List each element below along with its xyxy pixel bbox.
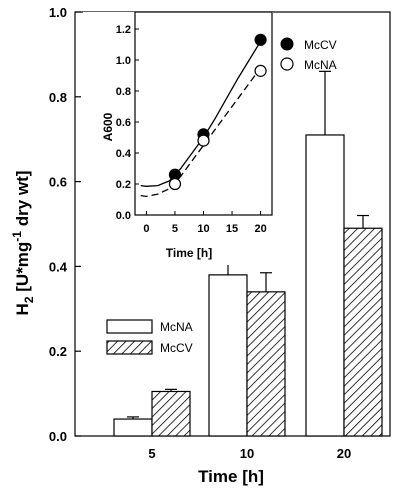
main-x-tick-label: 10 — [240, 446, 254, 461]
inset-point-mcna — [168, 177, 182, 191]
inset-y-tick-label: 0.0 — [116, 210, 131, 222]
legend-label-mccv: McCV — [160, 341, 193, 355]
legend-marker-mcna — [280, 57, 294, 71]
inset-x-axis-title: Time [h] — [166, 246, 212, 260]
bar-mccv-10 — [246, 291, 286, 437]
main-y-tick-label: 1.0 — [49, 5, 67, 20]
inset-background — [83, 12, 273, 265]
main-legend: McNA McCV — [106, 319, 193, 355]
inset-fit-line-dashed — [140, 67, 262, 198]
inset-x-tick-label: 5 — [172, 223, 178, 235]
main-y-tick-label: 0.0 — [49, 429, 67, 444]
legend-swatch-mccv — [106, 340, 153, 355]
inset-point-mcna — [197, 134, 210, 147]
main-x-axis-title: Time [h] — [198, 467, 264, 486]
main-y-axis-title: H2 [U*mg-1 dry wt] — [10, 171, 36, 316]
bar-mcna-10 — [208, 274, 248, 437]
inset-x-tick-label: 10 — [197, 223, 209, 235]
inset-x-tick-label: 20 — [254, 223, 266, 235]
bar-mcna-20 — [305, 134, 345, 437]
inset-point-mccv — [254, 33, 267, 46]
main-plot-area: 0.0 0.2 0.4 0.6 0.8 1.0 5 10 20 — [49, 5, 391, 461]
legend-label-inset-mcna: McNA — [304, 58, 337, 72]
main-y-tick-label: 0.8 — [49, 90, 67, 105]
inset-y-tick-label: 0.4 — [116, 148, 132, 160]
legend-label-mcna: McNA — [160, 320, 193, 334]
inset-y-tick-label: 0.2 — [116, 179, 131, 191]
inset-legend: McCV McNA — [280, 37, 337, 72]
legend-swatch-mcna — [106, 319, 153, 334]
legend-marker-mccv — [280, 37, 294, 51]
main-y-tick-label: 0.6 — [49, 175, 67, 190]
main-x-tick-label: 20 — [337, 446, 351, 461]
main-y-tick-label: 0.2 — [49, 344, 67, 359]
inset-x-tick-label: 15 — [226, 223, 238, 235]
inset-y-tick-label: 1.0 — [116, 55, 131, 67]
bar-mcna-5 — [113, 418, 153, 437]
inset-y-axis-title: A600 — [101, 112, 115, 141]
inset-x-tick-label: 0 — [143, 223, 149, 235]
inset-plot-area: 0.0 0.2 0.4 0.6 0.8 1.0 1.2 0 5 10 15 20 — [83, 11, 273, 265]
bar-mccv-20 — [343, 227, 383, 437]
inset-point-mcna — [254, 64, 267, 77]
bar-mccv-5 — [151, 390, 191, 437]
inset-y-tick-label: 1.2 — [116, 24, 131, 36]
inset-y-tick-label: 0.8 — [116, 86, 131, 98]
main-x-tick-label: 5 — [148, 446, 155, 461]
main-y-tick-label: 0.4 — [49, 259, 68, 274]
legend-label-inset-mccv: McCV — [304, 38, 337, 52]
inset-y-tick-label: 0.6 — [116, 117, 131, 129]
inset-fit-line-solid — [140, 41, 262, 187]
